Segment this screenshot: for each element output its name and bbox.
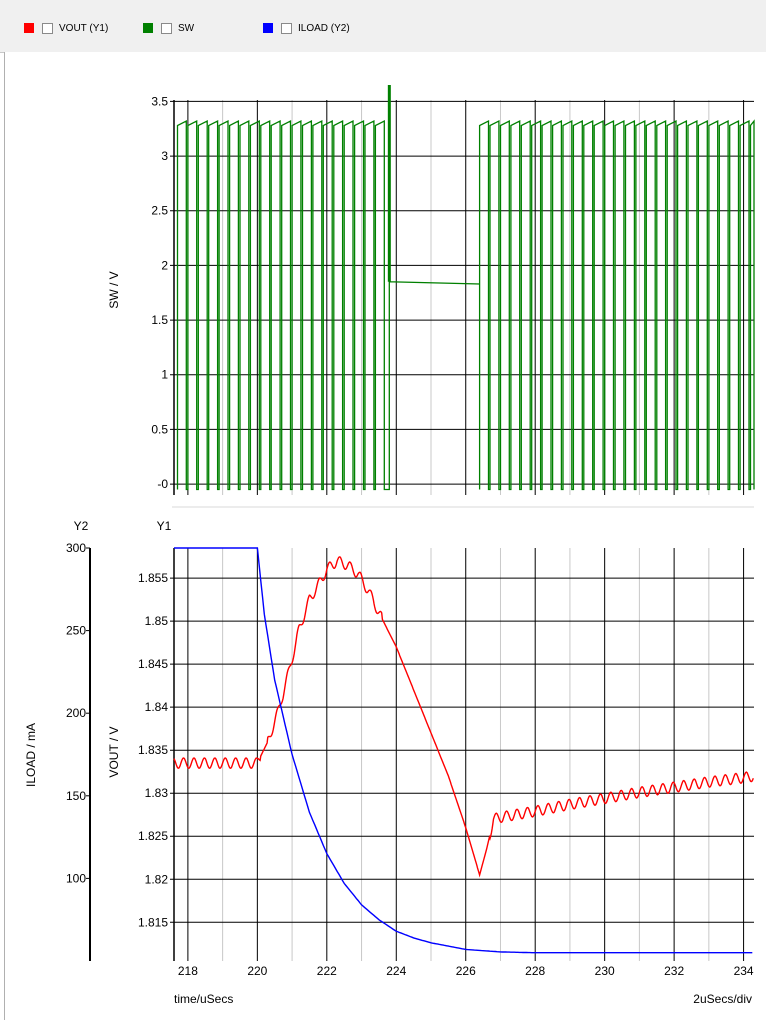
vout-y-ticks: 1.855 1.85 1.845 1.84 1.835 1.83 1.825 1.82 1.81… (138, 571, 168, 929)
time-x-tick-label: 224 (386, 964, 406, 978)
vout-y-tick-label: 1.845 (138, 657, 168, 671)
sw-y-tick-label: -0 (157, 477, 168, 491)
time-x-tick-label: 222 (317, 964, 337, 978)
vout-y-tick-label: 1.83 (145, 786, 169, 800)
vout-y-tick-label: 1.815 (138, 915, 168, 929)
legend-label-sw: SW (178, 22, 195, 34)
sw-checkbox[interactable] (161, 22, 172, 34)
iload-y-tick-label: 300 (66, 541, 86, 555)
vout-y-tick-label: 1.825 (138, 829, 168, 843)
sw-color-swatch (143, 23, 153, 33)
time-x-tick-label: 226 (456, 964, 476, 978)
vout-y-tick-label: 1.855 (138, 571, 168, 585)
time-x-ticks: 218 220 222 224 226 228 230 232 234 (178, 964, 754, 978)
time-axis-label: time/uSecs (174, 992, 233, 1006)
time-x-tick-label: 228 (525, 964, 545, 978)
vout-series-line (173, 556, 754, 878)
legend-item-vout[interactable]: VOUT (Y1) (24, 20, 108, 36)
sw-grid (170, 100, 754, 495)
legend-label-iload: ILOAD (Y2) (298, 22, 350, 34)
vout-y-tick-label: 1.82 (145, 872, 169, 886)
vout-y-tick-label: 1.85 (145, 614, 169, 628)
sw-y-tick-label: 3.5 (151, 94, 168, 108)
time-per-div-label: 2uSecs/div (693, 992, 752, 1006)
iload-color-swatch (263, 23, 273, 33)
time-x-tick-label: 218 (178, 964, 198, 978)
sw-y-tick-label: 2.5 (151, 204, 168, 218)
sw-y-tick-label: 0.5 (151, 422, 168, 436)
iload-series-line (174, 547, 753, 954)
sw-y-tick-label: 3 (161, 149, 168, 163)
sw-y-tick-label: 1.5 (151, 313, 168, 327)
time-x-tick-label: 230 (595, 964, 615, 978)
vout-axis-title: VOUT / V (107, 726, 121, 777)
sw-y-tick-label: 1 (161, 368, 168, 382)
time-x-tick-label: 220 (247, 964, 267, 978)
bottom-traces (173, 547, 754, 954)
time-x-tick-label: 232 (664, 964, 684, 978)
iload-y-tick-label: 250 (66, 624, 86, 638)
iload-y-ticks: 300 250 200 150 100 (66, 541, 90, 885)
iload-axis-title: ILOAD / mA (24, 723, 38, 787)
iload-checkbox[interactable] (281, 22, 292, 34)
legend-item-sw[interactable]: SW (143, 20, 194, 36)
vout-checkbox[interactable] (42, 22, 53, 34)
sw-y-tick-label: 2 (161, 258, 168, 272)
sw-trace (176, 85, 755, 491)
iload-y-tick-label: 100 (66, 871, 86, 885)
time-x-tick-label: 234 (734, 964, 754, 978)
iload-y-tick-label: 200 (66, 706, 86, 720)
legend-item-iload[interactable]: ILOAD (Y2) (263, 20, 350, 36)
y1-axis-header: Y1 (157, 519, 172, 533)
sw-y-ticks: 3.5 3 2.5 2 1.5 1 0.5 -0 (151, 94, 168, 491)
vout-color-swatch (24, 23, 34, 33)
iload-y-tick-label: 150 (66, 789, 86, 803)
sw-axis-title: SW / V (107, 271, 121, 308)
legend-toolbar: VOUT (Y1) SW ILOAD (Y2) (0, 0, 766, 53)
bottom-grid (170, 548, 754, 961)
legend-label-vout: VOUT (Y1) (59, 22, 109, 34)
vout-y-tick-label: 1.835 (138, 743, 168, 757)
y2-axis-header: Y2 (74, 519, 89, 533)
sw-series-line (176, 85, 755, 491)
vout-y-tick-label: 1.84 (145, 700, 169, 714)
